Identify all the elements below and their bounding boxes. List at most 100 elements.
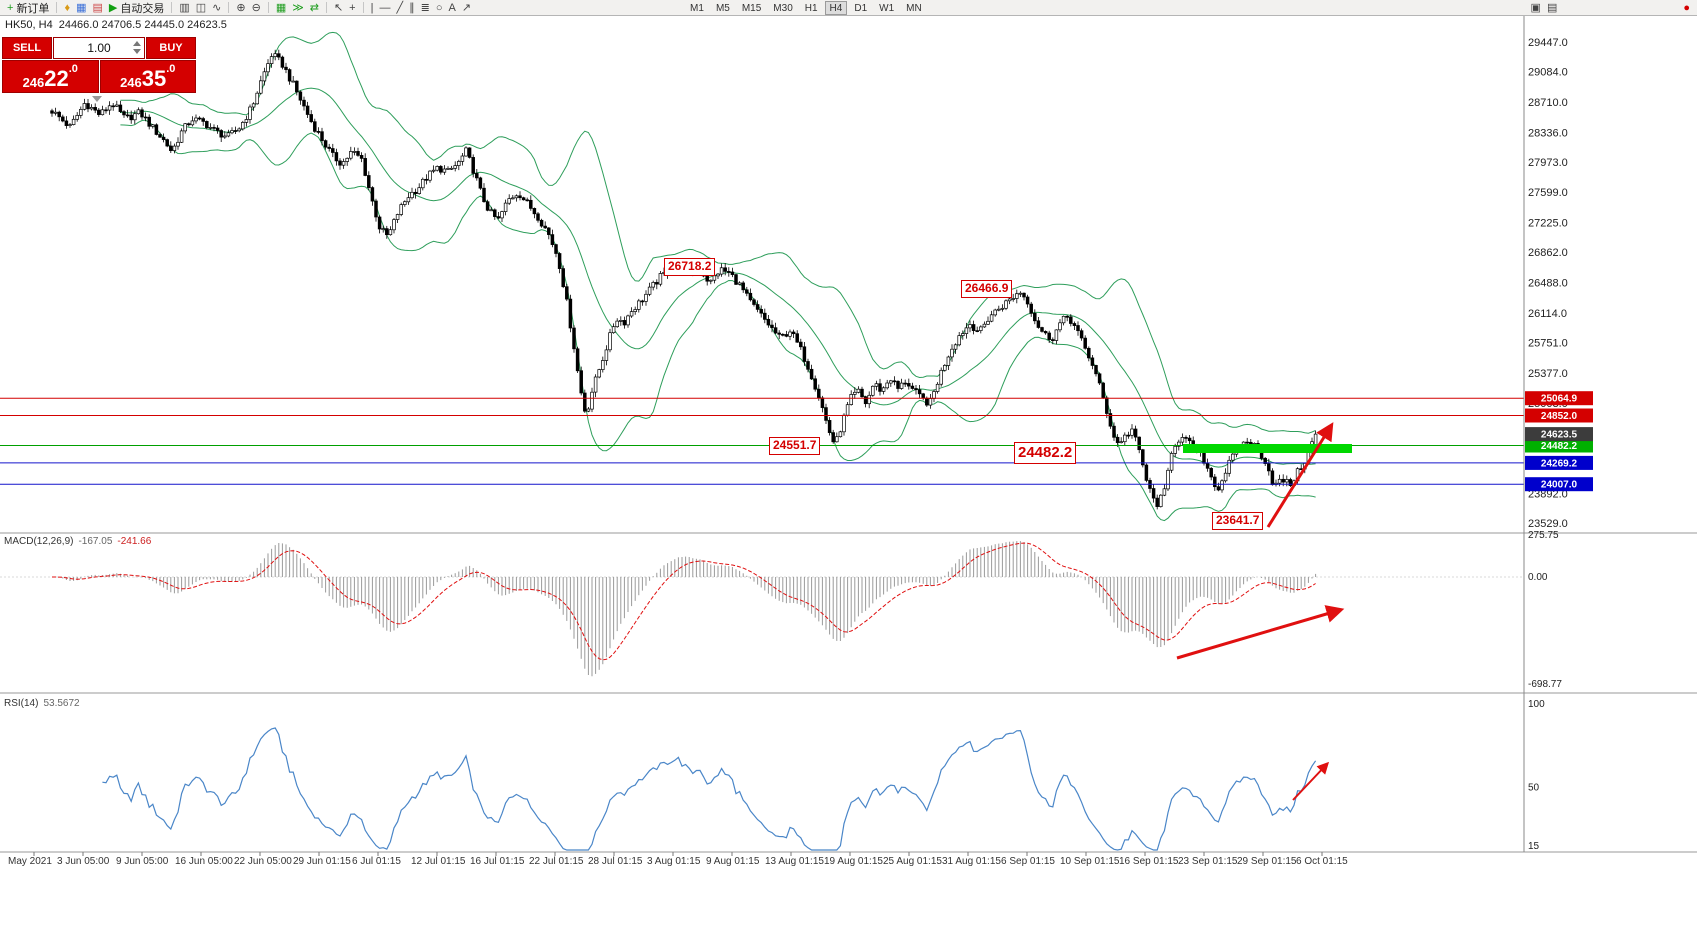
market-watch-button[interactable]: ▤	[90, 1, 104, 15]
channel-button[interactable]: ∥	[407, 1, 417, 15]
candle-chart-button[interactable]: ◫	[194, 1, 208, 15]
timeframe-m30-button[interactable]: M30	[773, 2, 793, 14]
price-axis[interactable]: 29447.0 29084.0 28710.0 28336.0 27973.0 27599…	[1523, 16, 1593, 852]
alert-button[interactable]: ♦	[62, 1, 72, 15]
buy-price[interactable]: 246 35.0	[99, 60, 196, 93]
price-label-annotation: 26466.9	[961, 280, 1013, 298]
ohlc-values: 24466.0 24706.5 24445.0 24623.5	[58, 19, 227, 31]
volume-down-icon[interactable]	[133, 49, 141, 54]
buy-button[interactable]: BUY	[146, 37, 196, 59]
svg-text:6 Jul 01:15: 6 Jul 01:15	[352, 856, 401, 867]
cursor-button[interactable]: ↖	[332, 1, 345, 15]
svg-text:23892.0: 23892.0	[1528, 489, 1568, 501]
sell-price[interactable]: 246 22.0	[2, 60, 99, 93]
zoom-out-button[interactable]: ⊖	[250, 1, 263, 15]
timeframe-m15-button[interactable]: M15	[741, 2, 762, 14]
new-order-label: 新订单	[16, 2, 50, 15]
timeframe-h4-button[interactable]: H4	[824, 0, 848, 15]
timeframe-m5-button[interactable]: M5	[715, 2, 730, 14]
fibonacci-icon: ≣	[420, 1, 430, 14]
toolbar-gap	[474, 7, 684, 8]
svg-text:24269.2: 24269.2	[1541, 458, 1578, 469]
timeframe-m1-button[interactable]: M1	[690, 2, 704, 14]
svg-text:6 Oct 01:15: 6 Oct 01:15	[1296, 856, 1348, 867]
tile-windows-button[interactable]: ▦	[274, 1, 288, 15]
macd-indicator-label: MACD(12,26,9) -167.05 -241.66	[4, 536, 152, 547]
shapes-button[interactable]: ○	[434, 1, 445, 15]
svg-text:13 Aug 01:15: 13 Aug 01:15	[765, 856, 824, 867]
rsi-pane[interactable]	[102, 727, 1317, 851]
fibonacci-button[interactable]: ≣	[419, 1, 432, 15]
candle-chart-icon: ◫	[195, 1, 207, 14]
one-click-trading-panel: SELL 1.00 BUY 246 22.0 246 35.0	[2, 37, 196, 102]
new-order-button[interactable]: + 新订单	[5, 1, 51, 15]
panel-collapse-icon[interactable]	[92, 96, 102, 102]
bar-chart-button[interactable]: ▥	[177, 1, 191, 15]
svg-text:16 Jun 05:00: 16 Jun 05:00	[175, 856, 233, 867]
autotrading-button[interactable]: ▶ 自动交易	[107, 1, 166, 15]
mailbox-button[interactable]: ▦	[74, 1, 88, 15]
toolbar-gap	[928, 7, 1528, 8]
svg-text:9 Aug 01:15: 9 Aug 01:15	[706, 856, 760, 867]
svg-text:-698.77: -698.77	[1528, 679, 1562, 690]
notification-button[interactable]: ●	[1681, 1, 1692, 15]
svg-text:31 Aug 01:15: 31 Aug 01:15	[942, 856, 1001, 867]
rsi-line	[102, 727, 1317, 851]
svg-text:25 Aug 01:15: 25 Aug 01:15	[883, 856, 942, 867]
trendline-button[interactable]: ╱	[394, 1, 405, 15]
line-chart-button[interactable]: ∿	[210, 1, 223, 15]
macd-signal-line	[52, 542, 1316, 661]
crosshair-icon: +	[349, 1, 356, 14]
crosshair-button[interactable]: +	[347, 1, 357, 15]
text-button[interactable]: A	[446, 1, 457, 15]
svg-text:29 Sep 01:15: 29 Sep 01:15	[1237, 856, 1297, 867]
main-price-pane[interactable]	[0, 31, 1524, 522]
svg-text:26114.0: 26114.0	[1528, 308, 1567, 320]
horizontal-line-button[interactable]: —	[377, 1, 392, 15]
svg-text:25064.9: 25064.9	[1541, 394, 1578, 405]
sell-button[interactable]: SELL	[2, 37, 52, 59]
market-watch-icon: ▤	[92, 1, 103, 14]
auto-scroll-button[interactable]: ≫	[290, 1, 306, 15]
svg-text:29447.0: 29447.0	[1528, 37, 1568, 49]
tile-windows-icon: ▦	[275, 1, 287, 14]
window-button[interactable]: ▤	[1545, 1, 1559, 15]
toolbar-separator	[267, 2, 269, 13]
new-order-icon: +	[7, 1, 14, 14]
symbol-name: HK50, H4	[5, 19, 53, 31]
volume-input[interactable]: 1.00	[53, 37, 145, 59]
price-label-annotation: 24551.7	[769, 437, 821, 455]
svg-text:100: 100	[1528, 699, 1545, 710]
svg-text:28 Jul 01:15: 28 Jul 01:15	[588, 856, 643, 867]
svg-text:50: 50	[1528, 783, 1540, 794]
svg-text:23529.0: 23529.0	[1528, 518, 1568, 530]
text-icon: A	[448, 1, 456, 14]
notification-icon: ●	[1683, 1, 1690, 14]
svg-text:23 Sep 01:15: 23 Sep 01:15	[1178, 856, 1238, 867]
zoom-in-button[interactable]: ⊕	[234, 1, 247, 15]
toolbar-separator	[171, 2, 173, 13]
volume-up-icon[interactable]	[133, 41, 141, 46]
vertical-line-button[interactable]: |	[369, 1, 376, 15]
autotrading-icon: ▶	[108, 1, 118, 14]
bar-chart-icon: ▥	[179, 1, 190, 14]
arrow-tool-icon: ↗	[461, 1, 472, 14]
timeframe-mn-button[interactable]: MN	[906, 2, 922, 14]
time-axis[interactable]: May 2021 3 Jun 05:00 9 Jun 05:00 16 Jun 05:…	[8, 852, 1348, 867]
timeframe-d1-button[interactable]: D1	[854, 2, 868, 14]
svg-text:16 Sep 01:15: 16 Sep 01:15	[1119, 856, 1179, 867]
timeframe-w1-button[interactable]: W1	[879, 2, 895, 14]
arrow-tool-button[interactable]: ↗	[460, 1, 473, 15]
svg-text:22 Jul 01:15: 22 Jul 01:15	[529, 856, 584, 867]
chart-shift-button[interactable]: ⇄	[308, 1, 321, 15]
macd-pane[interactable]	[0, 541, 1524, 677]
template-button[interactable]: ▣	[1529, 1, 1543, 15]
timeframe-h1-button[interactable]: H1	[804, 2, 818, 14]
svg-text:24852.0: 24852.0	[1541, 411, 1578, 422]
toolbar-separator	[56, 2, 58, 13]
price-label-annotation: 24482.2	[1014, 442, 1077, 464]
volume-spinner[interactable]	[133, 41, 141, 54]
candlestick-series	[50, 49, 1318, 510]
